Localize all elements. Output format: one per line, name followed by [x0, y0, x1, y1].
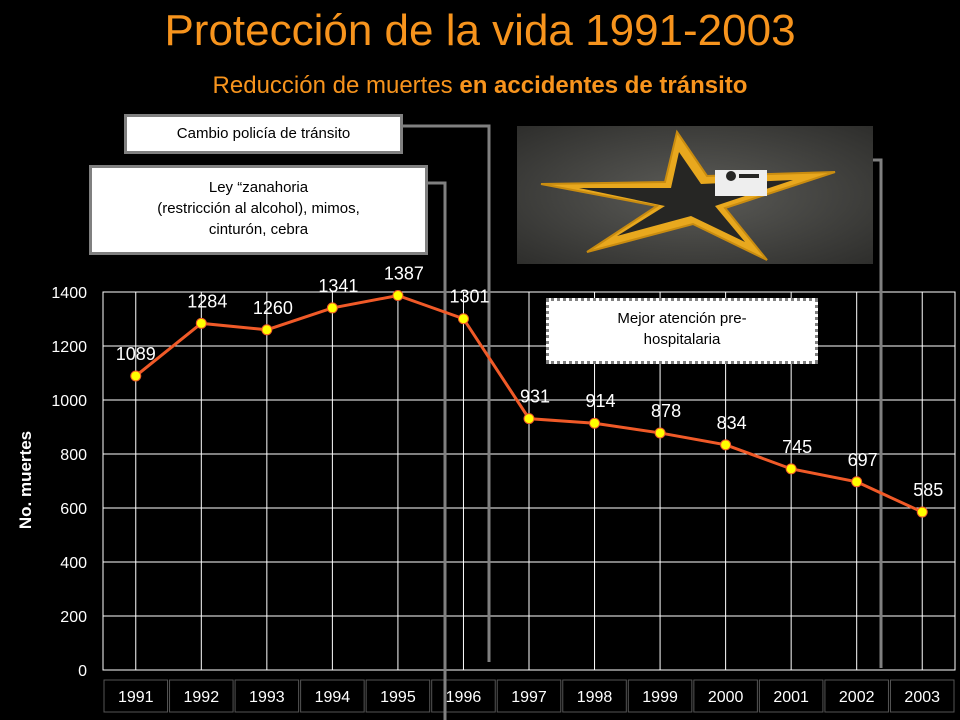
data-point-1992	[195, 317, 207, 329]
annotation-cambio-text: Cambio policía de tránsito	[176, 125, 351, 142]
data-point-1994	[326, 302, 338, 314]
y-tick-label: 0	[78, 663, 87, 680]
x-category-box	[365, 679, 431, 713]
chart-grid	[102, 291, 956, 713]
data-point-2000	[720, 439, 732, 451]
x-tick-label: 1997	[511, 689, 547, 706]
x-category-box	[496, 679, 562, 713]
x-tick-label: 2002	[839, 689, 875, 706]
x-tick-label: 2001	[773, 689, 809, 706]
data-point-1998	[589, 417, 601, 429]
annotation-ley-line2: (restricción al alcohol), mimos,	[157, 200, 360, 217]
data-point-1999	[654, 427, 666, 439]
x-category-box	[889, 679, 955, 713]
data-label-1997: 931	[520, 387, 550, 407]
x-category-box	[431, 679, 496, 713]
annotation-mejor-line1: Mejor atención pre-	[617, 310, 747, 327]
callout-line-photo	[873, 158, 883, 668]
data-label-1996: 1301	[449, 287, 489, 307]
y-tick-label: 800	[60, 447, 87, 464]
data-label-1994: 1341	[318, 276, 358, 296]
data-label-1998: 914	[586, 391, 616, 411]
x-category-box	[693, 679, 758, 713]
x-category-box	[169, 679, 234, 713]
pedestrian-star-photo	[517, 126, 873, 264]
x-category-box	[300, 679, 365, 713]
x-category-box	[234, 679, 300, 713]
callout-line-cambio	[403, 124, 491, 662]
y-tick-label: 600	[60, 501, 87, 518]
data-point-2003	[916, 506, 928, 518]
data-point-1991	[130, 370, 142, 382]
x-tick-label: 1998	[577, 689, 613, 706]
annotation-mejor-atencion: Mejor atención pre- hospitalaria	[546, 298, 818, 364]
callout-line-ley	[428, 181, 447, 720]
x-category-box	[562, 679, 627, 713]
y-tick-label: 200	[60, 609, 87, 626]
x-tick-label: 1993	[249, 689, 285, 706]
annotation-mejor-line2: hospitalaria	[643, 331, 721, 348]
y-tick-label: 1400	[51, 285, 87, 302]
data-label-2000: 834	[717, 413, 747, 433]
x-category-box	[824, 679, 889, 713]
data-label-2001: 745	[782, 437, 812, 457]
x-tick-label: 1992	[184, 689, 220, 706]
annotation-ley-line3: cinturón, cebra	[208, 221, 309, 238]
x-category-box	[758, 679, 824, 713]
chart-series: 1089 1284 1260 1341 1387 1301 931 914 878 834 745 6…	[116, 264, 943, 518]
y-tick-label: 1200	[51, 339, 87, 356]
x-tick-label: 1996	[446, 689, 482, 706]
x-tick-label: 1994	[315, 689, 351, 706]
callout-lines	[403, 124, 883, 720]
annotation-cambio-policia: Cambio policía de tránsito	[124, 114, 403, 154]
data-point-2001	[785, 463, 797, 475]
y-tick-label: 1000	[51, 393, 87, 410]
data-point-1993	[261, 324, 273, 336]
page-title: Protección de la vida 1991-2003	[164, 6, 796, 55]
data-point-1995	[392, 290, 404, 302]
annotation-ley-zanahoria: Ley “zanahoria (restricción al alcohol),…	[89, 165, 428, 255]
x-tick-label: 2003	[904, 689, 940, 706]
y-axis-label: No. muertes	[16, 430, 35, 530]
data-label-2003: 585	[913, 480, 943, 500]
x-tick-label: 2000	[708, 689, 744, 706]
subtitle-part1: Reducción de muertes	[212, 72, 460, 99]
data-label-1992: 1284	[187, 291, 227, 311]
x-tick-label: 1991	[118, 689, 154, 706]
data-point-1997	[523, 413, 535, 425]
data-label-1999: 878	[651, 401, 681, 421]
data-point-2002	[851, 476, 863, 488]
data-label-1993: 1260	[253, 298, 293, 318]
y-tick-label: 400	[60, 555, 87, 572]
page-subtitle: Reducción de muertes en accidentes de tr…	[0, 72, 960, 100]
data-label-2002: 697	[848, 450, 878, 470]
subtitle-part2: en accidentes de tránsito	[459, 72, 748, 99]
x-tick-label: 1999	[642, 689, 678, 706]
data-label-1991: 1089	[116, 344, 156, 364]
data-point-1996	[457, 313, 469, 325]
annotation-ley-line1: Ley “zanahoria	[208, 179, 309, 196]
x-category-box	[627, 679, 693, 713]
x-category-box	[103, 679, 169, 713]
chart-ticks: 0 200 400 600 800 1000 1200 1400 1991 1992 1993 199…	[51, 285, 940, 706]
data-label-1995: 1387	[384, 264, 424, 284]
x-tick-label: 1995	[380, 689, 416, 706]
